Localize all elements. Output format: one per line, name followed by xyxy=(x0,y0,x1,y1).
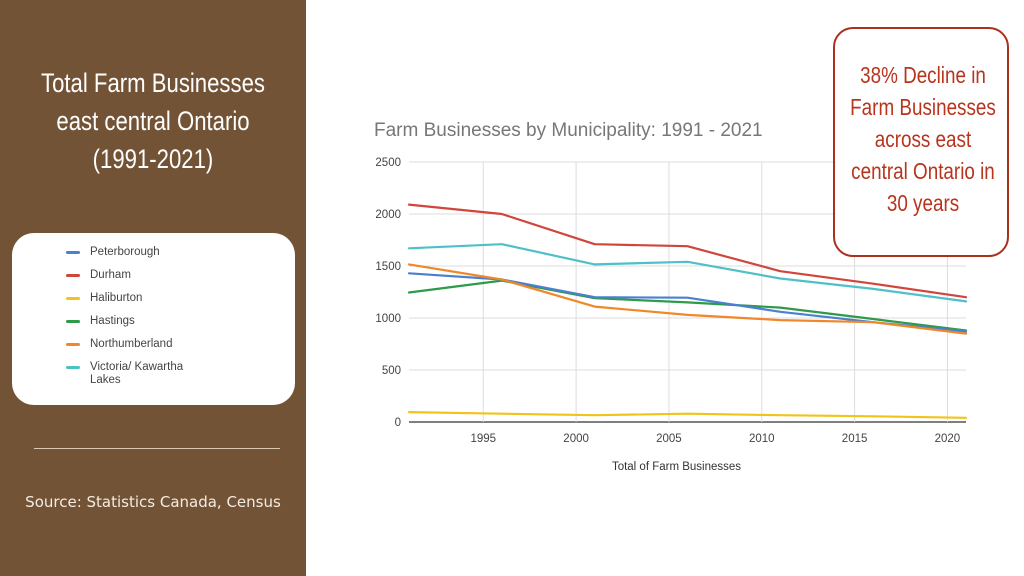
legend-swatch-icon xyxy=(66,251,80,254)
y-tick-label: 2000 xyxy=(375,209,401,221)
legend-item: Haliburton xyxy=(66,292,143,305)
x-axis-label: Total of Farm Businesses xyxy=(612,461,741,473)
callout-text: 38% Decline in Farm Businesses across ea… xyxy=(834,59,1011,219)
source-note: Source: Statistics Canada, Census xyxy=(25,493,281,511)
y-tick-label: 0 xyxy=(395,417,401,429)
legend-swatch-icon xyxy=(66,320,80,323)
callout-box: 38% Decline in Farm Businesses across ea… xyxy=(833,27,1009,257)
legend-swatch-icon xyxy=(66,274,80,277)
chart-title: Farm Businesses by Municipality: 1991 - … xyxy=(374,120,763,141)
y-tick-label: 1000 xyxy=(375,313,401,325)
x-tick-label: 2020 xyxy=(935,433,961,445)
x-tick-label: 2000 xyxy=(563,433,589,445)
callout-line-4: central Ontario in xyxy=(851,158,995,184)
legend-label: Hastings xyxy=(90,315,135,327)
y-tick-label: 2500 xyxy=(375,157,401,169)
divider-line xyxy=(34,448,280,449)
chart-legend: Peterborough Durham Haliburton Hastings Nort… xyxy=(12,233,295,405)
legend-label: Haliburton xyxy=(90,292,143,304)
sidebar-panel: Total Farm Businesses east central Ontar… xyxy=(0,0,306,576)
callout-line-3: across east xyxy=(874,126,972,152)
callout-line-2: Farm Businesses xyxy=(850,94,996,120)
callout-line-5: 30 years xyxy=(886,190,960,216)
legend-label: Peterborough xyxy=(90,246,160,258)
legend-item: Victoria/ Kawartha Lakes xyxy=(66,361,200,387)
x-tick-label: 2005 xyxy=(656,433,682,445)
legend-label: Durham xyxy=(90,269,131,281)
series-line-haliburton xyxy=(407,411,968,419)
legend-swatch-icon xyxy=(66,343,80,346)
series-line-victoria-kawartha-lakes xyxy=(407,243,968,303)
legend-item: Hastings xyxy=(66,315,135,328)
x-tick-label: 1995 xyxy=(470,433,496,445)
sidebar-title: Total Farm Businesses east central Ontar… xyxy=(28,64,279,178)
legend-item: Northumberland xyxy=(66,338,173,351)
legend-item: Durham xyxy=(66,269,131,282)
y-tick-label: 500 xyxy=(382,365,401,377)
title-line-3: (1991-2021) xyxy=(92,144,214,174)
legend-label: Victoria/ Kawartha Lakes xyxy=(90,361,184,386)
legend-swatch-icon xyxy=(66,297,80,300)
title-line-2: east central Ontario xyxy=(56,106,250,136)
legend-swatch-icon xyxy=(66,366,80,369)
legend-label: Northumberland xyxy=(90,338,173,350)
x-tick-label: 2010 xyxy=(749,433,775,445)
y-tick-label: 1500 xyxy=(375,261,401,273)
x-tick-label: 2015 xyxy=(842,433,868,445)
series-line-durham xyxy=(407,203,968,299)
series-line-northumberland xyxy=(407,263,968,335)
callout-line-1: 38% Decline in xyxy=(860,62,986,88)
legend-item: Peterborough xyxy=(66,246,160,259)
title-line-1: Total Farm Businesses xyxy=(41,68,265,98)
